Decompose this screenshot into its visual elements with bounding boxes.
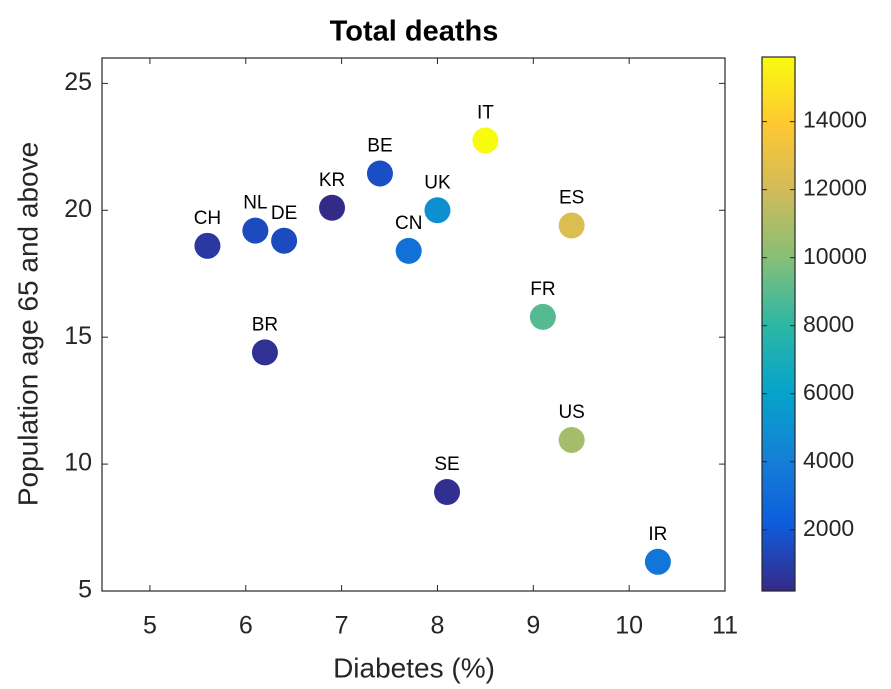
point: [644, 548, 671, 575]
colorbar-tick-label: 6000: [803, 379, 854, 405]
point: [194, 232, 221, 259]
y-tick-label: 10: [64, 449, 92, 477]
point-label: KR: [319, 170, 345, 191]
point-label: DE: [271, 203, 297, 224]
point-label: FR: [530, 279, 555, 300]
point-label: ES: [559, 188, 584, 209]
colorbar-tick-label: 8000: [803, 311, 854, 337]
colorbar-tick-label: 12000: [803, 175, 867, 201]
colorbar-tick-label: 10000: [803, 243, 867, 269]
y-tick-label: 5: [78, 576, 92, 604]
y-tick-label: 25: [64, 68, 92, 96]
point-label: IT: [477, 103, 494, 124]
x-tick-label: 5: [143, 612, 157, 640]
point-label: IR: [648, 524, 667, 545]
y-tick-label: 20: [64, 195, 92, 223]
colorbar-tick-label: 14000: [803, 107, 867, 133]
colorbar-tick-label: 2000: [803, 515, 854, 541]
point: [558, 426, 585, 453]
point: [529, 303, 556, 330]
point-label: UK: [424, 172, 451, 193]
x-tick-label: 9: [526, 612, 540, 640]
x-tick-label: 6: [239, 612, 253, 640]
x-tick-label: 8: [431, 612, 445, 640]
point-label: BR: [252, 314, 278, 335]
chart-title: Total deaths: [330, 16, 499, 48]
point: [271, 227, 298, 254]
point: [366, 160, 393, 187]
colorbar-tick-label: 4000: [803, 447, 854, 473]
point: [434, 479, 461, 506]
point: [558, 212, 585, 239]
plot-frame: [101, 57, 726, 592]
point-label: US: [558, 402, 584, 423]
x-tick-label: 11: [712, 612, 738, 640]
colorbar: [761, 56, 796, 592]
point-label: CN: [395, 213, 422, 234]
point: [319, 194, 346, 221]
point: [424, 197, 451, 224]
point-label: BE: [367, 135, 392, 156]
x-axis-label: Diabetes (%): [333, 652, 495, 683]
point-label: SE: [434, 454, 459, 475]
point-label: CH: [194, 208, 221, 229]
y-tick-label: 15: [64, 322, 92, 350]
point: [251, 339, 278, 366]
point: [242, 217, 269, 244]
y-axis-label: Population age 65 and above: [12, 142, 43, 506]
point: [472, 127, 499, 154]
point: [395, 237, 422, 264]
x-tick-label: 10: [615, 612, 643, 640]
x-tick-label: 7: [335, 612, 349, 640]
point-label: NL: [243, 193, 267, 214]
